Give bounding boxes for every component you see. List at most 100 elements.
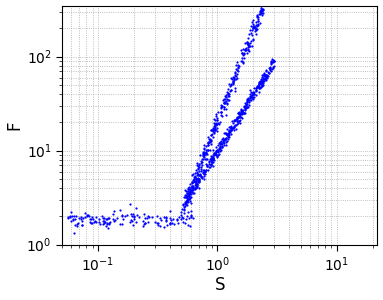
Point bbox=[259, 12, 265, 17]
Point bbox=[206, 140, 213, 145]
Point bbox=[224, 137, 231, 142]
Point bbox=[210, 129, 216, 134]
Point bbox=[225, 134, 231, 138]
Point bbox=[263, 72, 269, 77]
Point bbox=[267, 66, 273, 70]
Point bbox=[170, 221, 177, 226]
Point bbox=[187, 188, 193, 193]
Point bbox=[241, 111, 247, 116]
Point bbox=[103, 224, 109, 228]
Point bbox=[192, 187, 198, 191]
Point bbox=[189, 185, 195, 190]
Point bbox=[215, 150, 221, 155]
Point bbox=[186, 190, 192, 195]
Point bbox=[260, 82, 266, 87]
Point bbox=[257, 85, 264, 90]
Point bbox=[186, 197, 192, 202]
Point bbox=[235, 110, 241, 115]
Point bbox=[167, 216, 173, 221]
Point bbox=[163, 219, 169, 224]
Point bbox=[182, 220, 188, 225]
Point bbox=[262, 73, 268, 77]
Point bbox=[250, 37, 256, 42]
Point bbox=[235, 62, 241, 67]
Point bbox=[183, 194, 190, 199]
Point bbox=[140, 224, 146, 229]
Point bbox=[262, 77, 268, 82]
Point bbox=[128, 212, 134, 217]
Point bbox=[217, 142, 223, 147]
Point bbox=[258, 80, 264, 84]
Point bbox=[257, 10, 263, 15]
Point bbox=[219, 114, 226, 119]
Point bbox=[220, 139, 226, 144]
Point bbox=[201, 155, 208, 160]
Point bbox=[227, 128, 233, 133]
Point bbox=[162, 215, 169, 220]
Point bbox=[183, 188, 190, 193]
Point bbox=[180, 201, 187, 206]
Point bbox=[221, 105, 228, 110]
Point bbox=[225, 86, 231, 91]
Point bbox=[205, 148, 211, 153]
Point bbox=[271, 58, 277, 63]
Point bbox=[241, 111, 247, 116]
Point bbox=[213, 122, 219, 127]
Point bbox=[256, 80, 262, 85]
Point bbox=[184, 191, 190, 196]
Point bbox=[200, 157, 206, 161]
Point bbox=[226, 98, 232, 103]
Point bbox=[188, 213, 195, 218]
Point bbox=[210, 125, 216, 130]
Point bbox=[213, 123, 219, 128]
Point bbox=[110, 216, 116, 221]
Point bbox=[211, 121, 217, 125]
Point bbox=[221, 141, 227, 146]
Point bbox=[217, 144, 223, 149]
Point bbox=[185, 185, 192, 190]
Point bbox=[212, 128, 218, 133]
Point bbox=[103, 216, 109, 221]
Point bbox=[201, 174, 207, 179]
Point bbox=[250, 25, 257, 30]
Point bbox=[193, 175, 199, 180]
Point bbox=[214, 149, 220, 154]
Point bbox=[189, 180, 195, 184]
Point bbox=[260, 80, 266, 85]
Point bbox=[221, 143, 227, 148]
Point bbox=[142, 221, 148, 226]
Point bbox=[249, 33, 255, 38]
Point bbox=[230, 80, 236, 85]
Point bbox=[196, 186, 202, 190]
Point bbox=[208, 132, 214, 137]
Point bbox=[205, 148, 211, 152]
Point bbox=[259, 78, 265, 82]
Point bbox=[88, 216, 94, 221]
Point bbox=[260, 11, 266, 16]
Point bbox=[246, 46, 252, 51]
Point bbox=[87, 219, 93, 224]
Point bbox=[214, 116, 220, 121]
Point bbox=[231, 74, 237, 79]
Point bbox=[222, 136, 228, 141]
Point bbox=[269, 57, 275, 62]
Point bbox=[243, 104, 249, 109]
Point bbox=[193, 182, 199, 187]
Point bbox=[124, 213, 131, 218]
Point bbox=[213, 127, 219, 131]
Point bbox=[198, 164, 204, 169]
Point bbox=[247, 94, 254, 98]
Point bbox=[244, 41, 250, 46]
Point bbox=[236, 119, 242, 124]
Point bbox=[250, 91, 256, 96]
Point bbox=[75, 221, 81, 226]
Point bbox=[247, 87, 253, 92]
Point bbox=[208, 159, 214, 164]
Point bbox=[234, 118, 240, 123]
Point bbox=[185, 188, 191, 193]
Point bbox=[257, 79, 263, 84]
Point bbox=[187, 196, 193, 201]
Point bbox=[69, 214, 75, 219]
Point bbox=[208, 141, 214, 146]
Point bbox=[210, 153, 216, 158]
